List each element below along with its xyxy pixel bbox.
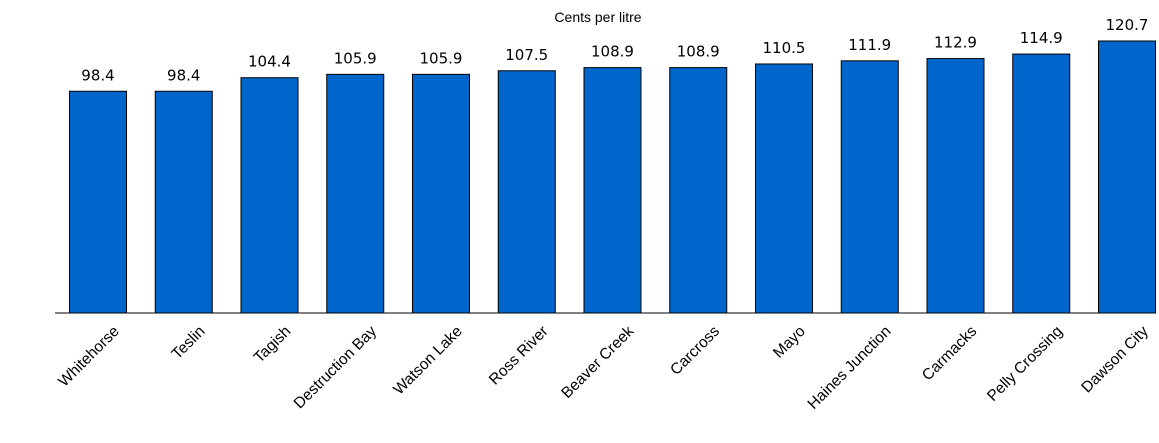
bar-dawson-city bbox=[1098, 40, 1156, 314]
category-label: Carmacks bbox=[919, 323, 981, 385]
category-label: Pelly Crossing bbox=[984, 323, 1066, 405]
bar-destruction-bay bbox=[326, 73, 385, 314]
bar-carcross bbox=[669, 67, 728, 314]
value-label: 110.5 bbox=[763, 39, 806, 57]
value-label: 105.9 bbox=[420, 49, 463, 67]
category-label: Beaver Creek bbox=[558, 323, 637, 402]
value-label: 98.4 bbox=[167, 66, 200, 84]
bar-carmacks bbox=[926, 58, 985, 314]
value-label: 112.9 bbox=[934, 34, 977, 52]
category-label: Carcross bbox=[667, 323, 723, 379]
value-label: 108.9 bbox=[591, 43, 634, 61]
bar-beaver-creek bbox=[583, 67, 642, 314]
value-label: 120.7 bbox=[1106, 16, 1149, 34]
category-label: Watson Lake bbox=[390, 323, 466, 399]
value-label: 111.9 bbox=[848, 36, 891, 54]
category-label: Dawson City bbox=[1078, 323, 1152, 397]
bar-ross-river bbox=[497, 70, 556, 314]
bar-tagish bbox=[240, 77, 299, 314]
value-label: 98.4 bbox=[81, 66, 114, 84]
bar-haines-junction bbox=[840, 60, 899, 314]
value-label: 108.9 bbox=[677, 43, 720, 61]
bar-watson-lake bbox=[412, 73, 470, 314]
value-labels-group: 98.4 98.4 104.4 105.9 105.9 107.5 108.9 108.9 11… bbox=[81, 16, 1148, 84]
category-label: Destruction Bay bbox=[291, 323, 381, 413]
bar-pelly-crossing bbox=[1012, 53, 1071, 314]
category-label: Haines Junction bbox=[805, 323, 895, 413]
chart-title: Cents per litre bbox=[554, 9, 641, 25]
category-label: Mayo bbox=[770, 323, 809, 362]
category-label: Teslin bbox=[169, 323, 209, 363]
bar-mayo bbox=[755, 63, 813, 314]
bar-teslin bbox=[154, 90, 213, 314]
value-label: 104.4 bbox=[248, 53, 291, 71]
category-label: Whitehorse bbox=[55, 323, 122, 390]
category-label: Tagish bbox=[251, 323, 295, 367]
value-label: 107.5 bbox=[505, 46, 548, 64]
bar-whitehorse bbox=[69, 90, 127, 314]
value-label: 105.9 bbox=[334, 49, 377, 67]
bars-group bbox=[69, 40, 1156, 314]
category-label: Ross River bbox=[486, 323, 552, 389]
value-label: 114.9 bbox=[1020, 29, 1063, 47]
